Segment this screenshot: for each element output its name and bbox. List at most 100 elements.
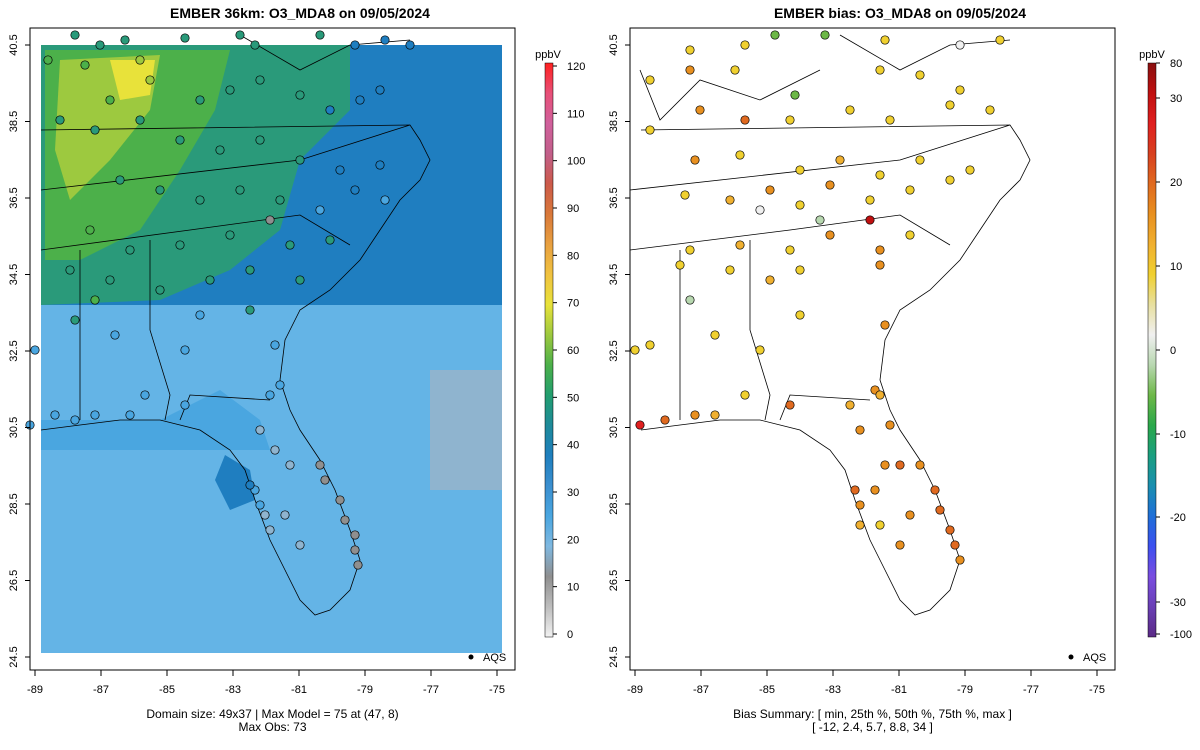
obs-site-marker (875, 65, 885, 75)
obs-site-marker (225, 85, 235, 95)
left-plot-frame (29, 27, 516, 671)
right-map-title: EMBER bias: O3_MDA8 on 09/05/2024 (773, 5, 1027, 21)
far-ocean-field (430, 370, 502, 490)
obs-site-marker (175, 240, 185, 250)
obs-site-marker (865, 215, 875, 225)
colorbar-tick-label: 40 (567, 440, 579, 452)
right-coastline (640, 124, 1031, 616)
obs-site-marker (105, 275, 115, 285)
obs-site-marker (695, 105, 705, 115)
obs-site-marker (90, 295, 100, 305)
right-x-axis: -89 -87 -85 -83 -81 -79 -77 -75 (627, 670, 1105, 696)
colorbar-tick-label: 20 (1170, 177, 1182, 189)
obs-site-marker (895, 460, 905, 470)
colorbar-tick-label: 120 (567, 61, 585, 73)
obs-site-marker (875, 170, 885, 180)
colorbar-tick-label: 90 (567, 203, 579, 215)
obs-site-marker (725, 195, 735, 205)
obs-site-marker (660, 415, 670, 425)
left-colorbar-unit: ppbV (535, 49, 561, 61)
left-footer-maxobs: Max Obs: 73 (238, 720, 307, 734)
obs-site-marker (930, 485, 940, 495)
state-border-ga-al (149, 240, 171, 421)
right-aqs-legend-label: AQS (1083, 652, 1106, 664)
obs-site-marker (680, 190, 690, 200)
obs-site-marker (350, 545, 360, 555)
lon-tick-label: -83 (225, 684, 241, 696)
lat-tick-label: 38.5 (608, 111, 620, 132)
obs-site-marker (125, 245, 135, 255)
obs-site-marker (70, 315, 80, 325)
obs-site-marker (740, 390, 750, 400)
right-state-border-north (839, 34, 1011, 71)
obs-site-marker (755, 205, 765, 215)
obs-site-marker (315, 205, 325, 215)
colorbar-tick-label: 80 (1170, 58, 1182, 70)
obs-site-marker (195, 310, 205, 320)
right-state-border-ga-al (749, 240, 771, 421)
colorbar-tick-label: 20 (567, 534, 579, 546)
obs-site-marker (685, 245, 695, 255)
obs-site-marker (50, 410, 60, 420)
obs-site-marker (690, 410, 700, 420)
obs-site-marker (685, 65, 695, 75)
lat-tick-label: 40.5 (608, 34, 620, 55)
colorbar-tick-label: 70 (567, 298, 579, 310)
lon-tick-label: -81 (291, 684, 307, 696)
obs-site-marker (905, 230, 915, 240)
lon-tick-label: -87 (93, 684, 109, 696)
obs-site-marker (675, 260, 685, 270)
obs-site-marker (175, 135, 185, 145)
obs-site-marker (43, 55, 53, 65)
colorbar-tick-label: -30 (1170, 597, 1186, 609)
obs-site-marker (765, 275, 775, 285)
obs-site-marker (725, 265, 735, 275)
obs-site-marker (815, 215, 825, 225)
lon-tick-label: -77 (1023, 684, 1039, 696)
obs-site-marker (375, 160, 385, 170)
obs-site-marker (55, 115, 65, 125)
obs-site-marker (870, 485, 880, 495)
left-footer-domain: Domain size: 49x37 | Max Model = 75 at (… (146, 707, 399, 721)
obs-site-marker (880, 320, 890, 330)
obs-site-marker (265, 525, 275, 535)
obs-site-marker (195, 195, 205, 205)
obs-site-marker (850, 485, 860, 495)
lon-tick-label: -89 (627, 684, 643, 696)
obs-site-marker (70, 30, 80, 40)
right-plot-frame (629, 27, 1116, 671)
obs-site-marker (335, 165, 345, 175)
lat-tick-label: 34.5 (8, 264, 20, 285)
obs-site-marker (105, 95, 115, 105)
obs-site-marker (865, 195, 875, 205)
colorbar-tick-label: 50 (567, 392, 579, 404)
colorbar-tick-label: 100 (567, 156, 585, 168)
obs-site-marker (820, 30, 830, 40)
lat-tick-label: 32.5 (8, 340, 20, 361)
obs-site-marker (965, 165, 975, 175)
obs-site-marker (325, 105, 335, 115)
obs-site-marker (325, 235, 335, 245)
obs-site-marker (235, 30, 245, 40)
lon-tick-label: -85 (159, 684, 175, 696)
obs-site-marker (935, 505, 945, 515)
left-footer: Domain size: 49x37 | Max Model = 75 at (… (30, 708, 515, 734)
lon-tick-label: -75 (1089, 684, 1105, 696)
obs-site-marker (795, 265, 805, 275)
obs-site-marker (255, 75, 265, 85)
obs-site-marker (945, 525, 955, 535)
obs-site-marker (245, 480, 255, 490)
obs-site-marker (955, 85, 965, 95)
obs-site-marker (245, 305, 255, 315)
obs-site-marker (645, 125, 655, 135)
obs-site-marker (340, 515, 350, 525)
obs-site-marker (353, 560, 363, 570)
lon-tick-label: -81 (891, 684, 907, 696)
lat-tick-label: 38.5 (8, 111, 20, 132)
obs-site-marker (905, 510, 915, 520)
obs-site-marker (335, 495, 345, 505)
obs-site-marker (375, 85, 385, 95)
coastline (40, 124, 431, 616)
obs-site-marker (315, 30, 325, 40)
